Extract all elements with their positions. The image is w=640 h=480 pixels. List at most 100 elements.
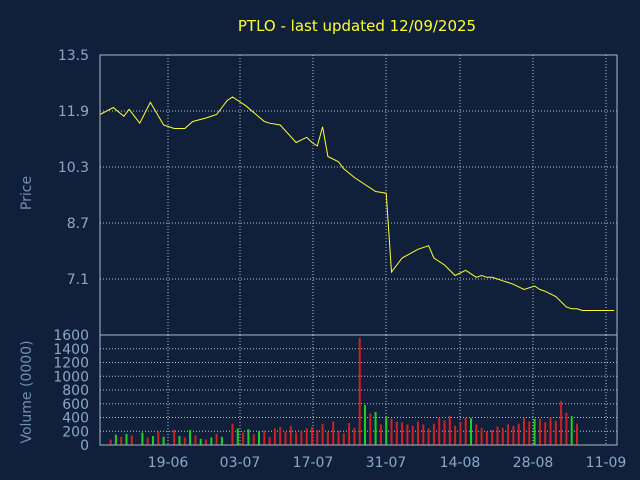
- volume-bar: [305, 428, 308, 445]
- volume-bar: [220, 436, 223, 446]
- volume-bar: [364, 405, 366, 445]
- date-tick-label: 28-08: [513, 455, 554, 471]
- volume-bar: [268, 436, 271, 446]
- volume-tick-label: 1200: [53, 356, 89, 372]
- date-tick-label: 03-07: [220, 455, 261, 471]
- volume-bar: [448, 416, 451, 445]
- price-tick-label: 11.9: [58, 104, 89, 120]
- volume-bar: [475, 424, 478, 445]
- volume-bar: [189, 429, 192, 445]
- volume-bar: [533, 418, 536, 445]
- volume-tick-label: 1000: [53, 369, 89, 385]
- volume-bar: [443, 420, 446, 446]
- volume-bar: [528, 421, 531, 445]
- volume-bar: [141, 432, 144, 445]
- volume-bar: [332, 421, 335, 445]
- volume-bar: [395, 421, 398, 445]
- volume-bar: [258, 431, 260, 446]
- volume-bar: [459, 422, 462, 445]
- volume-bar: [289, 425, 292, 446]
- volume-bar: [183, 437, 186, 445]
- volume-bar: [162, 436, 165, 446]
- date-tick-label: 17-07: [293, 455, 334, 471]
- price-line: [99, 96, 615, 311]
- volume-bar: [337, 430, 340, 445]
- volume-bar: [544, 422, 547, 445]
- volume-bar: [125, 434, 128, 445]
- volume-bar: [210, 437, 213, 445]
- price-tick-label: 13.5: [58, 48, 89, 64]
- volume-bar: [401, 422, 404, 445]
- volume-bar: [236, 428, 239, 445]
- volume-bar: [438, 417, 441, 445]
- volume-bar: [379, 424, 382, 445]
- volume-bar: [501, 427, 504, 445]
- volume-bar: [300, 430, 303, 445]
- price-tick-label: 7.1: [67, 272, 89, 288]
- volume-tick-label: 1400: [53, 342, 89, 358]
- volume-bar: [284, 431, 287, 445]
- volume-bar: [120, 436, 123, 446]
- volume-bar: [406, 424, 409, 445]
- volume-bar: [517, 423, 520, 445]
- volume-bar: [512, 425, 515, 446]
- volume-bars: [109, 337, 578, 446]
- volume-bar: [496, 426, 499, 445]
- volume-bar: [464, 417, 467, 445]
- volume-tick-label: 400: [62, 411, 89, 427]
- price-tick-label: 8.7: [67, 216, 89, 232]
- volume-tick-label: 600: [62, 397, 89, 413]
- volume-bar: [295, 432, 298, 445]
- volume-bar: [390, 418, 393, 445]
- volume-bar: [279, 427, 282, 445]
- volume-bar: [273, 428, 276, 445]
- volume-bar: [215, 434, 218, 445]
- volume-bar: [353, 427, 356, 445]
- volume-bar: [385, 416, 388, 445]
- volume-bar: [560, 401, 563, 445]
- volume-bar: [311, 427, 313, 445]
- volume-bar: [432, 423, 435, 445]
- date-tick-label: 11-09: [586, 455, 627, 471]
- volume-bar: [454, 425, 457, 446]
- volume-bar: [538, 418, 541, 445]
- volume-bar: [485, 431, 488, 446]
- price-axis-label: Price: [19, 176, 35, 210]
- volume-bar: [114, 434, 117, 445]
- volume-bar: [194, 435, 197, 445]
- volume-plot-frame: [99, 334, 618, 446]
- volume-bar: [205, 439, 207, 445]
- volume-bar: [427, 428, 430, 445]
- date-tick-label: 14-08: [440, 455, 481, 471]
- volume-bar: [152, 436, 154, 445]
- price-gridlines: [100, 54, 617, 335]
- volume-bar: [173, 429, 176, 445]
- volume-bar: [130, 435, 133, 445]
- volume-bar: [348, 423, 351, 445]
- volume-bar: [549, 417, 552, 445]
- volume-bar: [576, 423, 578, 445]
- volume-tick-label: 800: [62, 383, 89, 399]
- volume-bar: [374, 412, 377, 445]
- volume-bar: [554, 420, 557, 445]
- volume-bar: [247, 429, 250, 445]
- volume-bar: [507, 424, 510, 445]
- volume-axis-label: Volume (0000): [19, 340, 35, 443]
- volume-bar: [263, 430, 266, 445]
- volume-bar: [326, 431, 329, 445]
- price-y-ticks: 13.5 11.9 10.3 8.7 7.1: [58, 48, 89, 288]
- volume-bar: [470, 418, 472, 445]
- volume-bar: [252, 434, 255, 445]
- volume-bar: [231, 423, 234, 445]
- volume-bar: [491, 429, 494, 445]
- volume-bar: [565, 412, 568, 445]
- volume-bar: [199, 438, 202, 445]
- price-tick-label: 10.3: [58, 160, 89, 176]
- volume-bar: [157, 431, 160, 446]
- date-tick-label: 19-06: [148, 455, 189, 471]
- volume-bar: [480, 427, 483, 445]
- volume-bar: [417, 421, 419, 445]
- volume-bar: [242, 432, 245, 445]
